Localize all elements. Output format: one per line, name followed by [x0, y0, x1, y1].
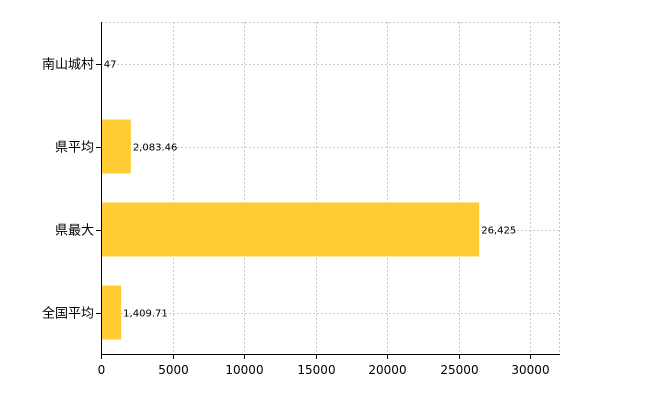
x-tick-label-1: 5000: [158, 363, 189, 377]
category-label-2: 県最大: [55, 224, 94, 239]
bar-value-label-1: 2,083.46: [133, 143, 178, 154]
bar-1: [101, 119, 131, 174]
x-tick-label-0: 0: [98, 363, 106, 377]
x-tick-label-3: 15000: [297, 363, 335, 377]
category-label-1: 県平均: [55, 141, 94, 156]
category-label-0: 南山城村: [42, 57, 94, 73]
axes: [96, 22, 560, 359]
bar-3: [101, 285, 122, 340]
category-label-3: 全国平均: [42, 306, 94, 322]
x-tick-label-5: 25000: [440, 363, 478, 377]
bar-value-label-2: 26,425: [481, 226, 516, 237]
bar-value-label-3: 1,409.71: [123, 309, 168, 320]
x-tick-label-2: 10000: [225, 363, 263, 377]
grid-lines: [101, 22, 560, 354]
x-tick-label-6: 30000: [511, 363, 549, 377]
bars: [101, 36, 480, 340]
labels: 47 南山城村 2,083.46 県平均 26,425 県最大 1,409.71 全国平均 0 5…: [42, 57, 550, 378]
bar-2: [101, 202, 480, 257]
bar-value-label-0: 47: [104, 60, 117, 71]
x-tick-label-4: 20000: [368, 363, 406, 377]
